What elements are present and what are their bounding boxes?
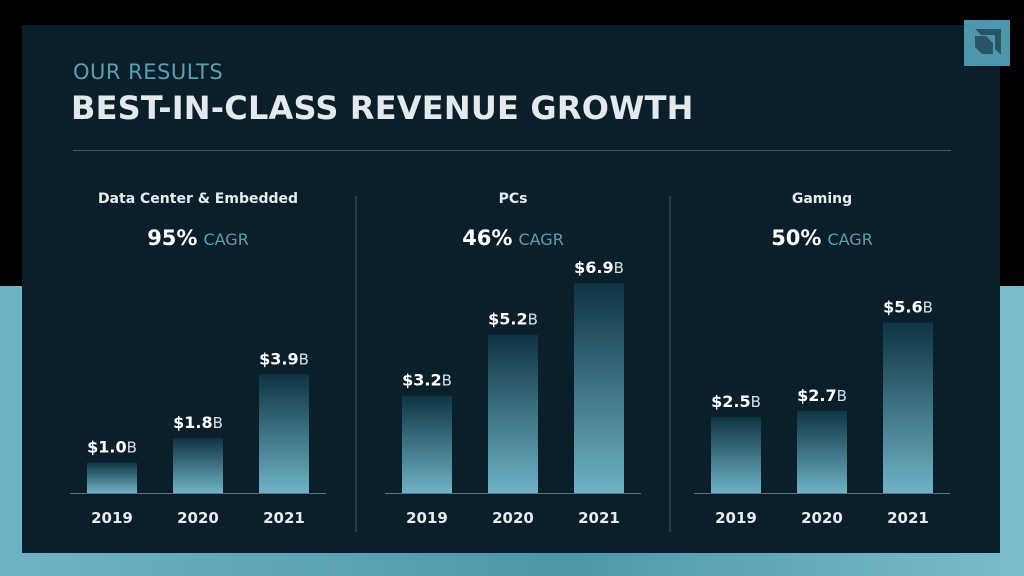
chart-title: PCs	[499, 191, 528, 207]
data-label-value: $2.7	[797, 386, 836, 405]
data-label-unit: B	[442, 372, 452, 390]
amd-arrow-logo-icon	[964, 20, 1010, 66]
x-tick-label: 2019	[406, 509, 448, 527]
data-label-unit: B	[299, 350, 309, 368]
data-label: $2.7B	[797, 386, 847, 405]
data-label: $2.5B	[711, 392, 761, 411]
cagr-label: 50% CAGR	[771, 226, 873, 250]
chart-title: Data Center & Embedded	[98, 191, 298, 207]
bar-2021	[883, 322, 933, 493]
cagr-value: 50%	[771, 226, 821, 250]
data-label: $5.6B	[883, 298, 933, 317]
x-tick-label: 2021	[263, 509, 305, 527]
bar-2020	[488, 334, 538, 493]
cagr-suffix: CAGR	[518, 230, 563, 249]
data-label: $3.2B	[402, 371, 452, 390]
data-label-value: $5.2	[488, 310, 527, 329]
cagr-value: 95%	[147, 226, 197, 250]
data-label-value: $1.0	[87, 438, 126, 457]
data-label: $5.2B	[488, 310, 538, 329]
data-label-value: $1.8	[173, 413, 212, 432]
bar-2019	[711, 416, 761, 493]
data-label-unit: B	[923, 299, 933, 317]
data-label-unit: B	[751, 393, 761, 411]
data-label: $1.0B	[87, 438, 137, 457]
bar-2021	[259, 374, 309, 493]
bar-2021	[574, 283, 624, 493]
data-label-value: $2.5	[711, 392, 750, 411]
cagr-suffix: CAGR	[827, 230, 872, 249]
data-label-unit: B	[614, 259, 624, 277]
data-label-unit: B	[213, 414, 223, 432]
cagr-label: 95% CAGR	[147, 226, 249, 250]
bar-2020	[797, 410, 847, 493]
data-label-unit: B	[528, 311, 538, 329]
x-tick-label: 2021	[887, 509, 929, 527]
data-label: $6.9B	[574, 258, 624, 277]
cagr-suffix: CAGR	[203, 230, 248, 249]
data-label-value: $3.2	[402, 371, 441, 390]
data-label-unit: B	[837, 387, 847, 405]
data-label-unit: B	[127, 439, 137, 457]
x-tick-label: 2020	[801, 509, 843, 527]
x-tick-label: 2020	[177, 509, 219, 527]
bar-2019	[87, 462, 137, 493]
x-tick-label: 2021	[578, 509, 620, 527]
slide-title: BEST-IN-CLASS REVENUE GROWTH	[71, 89, 694, 127]
section-eyebrow: OUR RESULTS	[73, 60, 224, 84]
chart-title: Gaming	[792, 191, 852, 207]
x-tick-label: 2019	[91, 509, 133, 527]
data-label-value: $5.6	[883, 298, 922, 317]
data-label-value: $6.9	[574, 258, 613, 277]
cagr-value: 46%	[462, 226, 512, 250]
x-tick-label: 2019	[715, 509, 757, 527]
data-label: $1.8B	[173, 413, 223, 432]
bar-2020	[173, 438, 223, 493]
data-label: $3.9B	[259, 349, 309, 368]
x-tick-label: 2020	[492, 509, 534, 527]
cagr-label: 46% CAGR	[462, 226, 564, 250]
bar-2019	[402, 395, 452, 493]
title-divider	[73, 150, 951, 151]
data-label-value: $3.9	[259, 349, 298, 368]
